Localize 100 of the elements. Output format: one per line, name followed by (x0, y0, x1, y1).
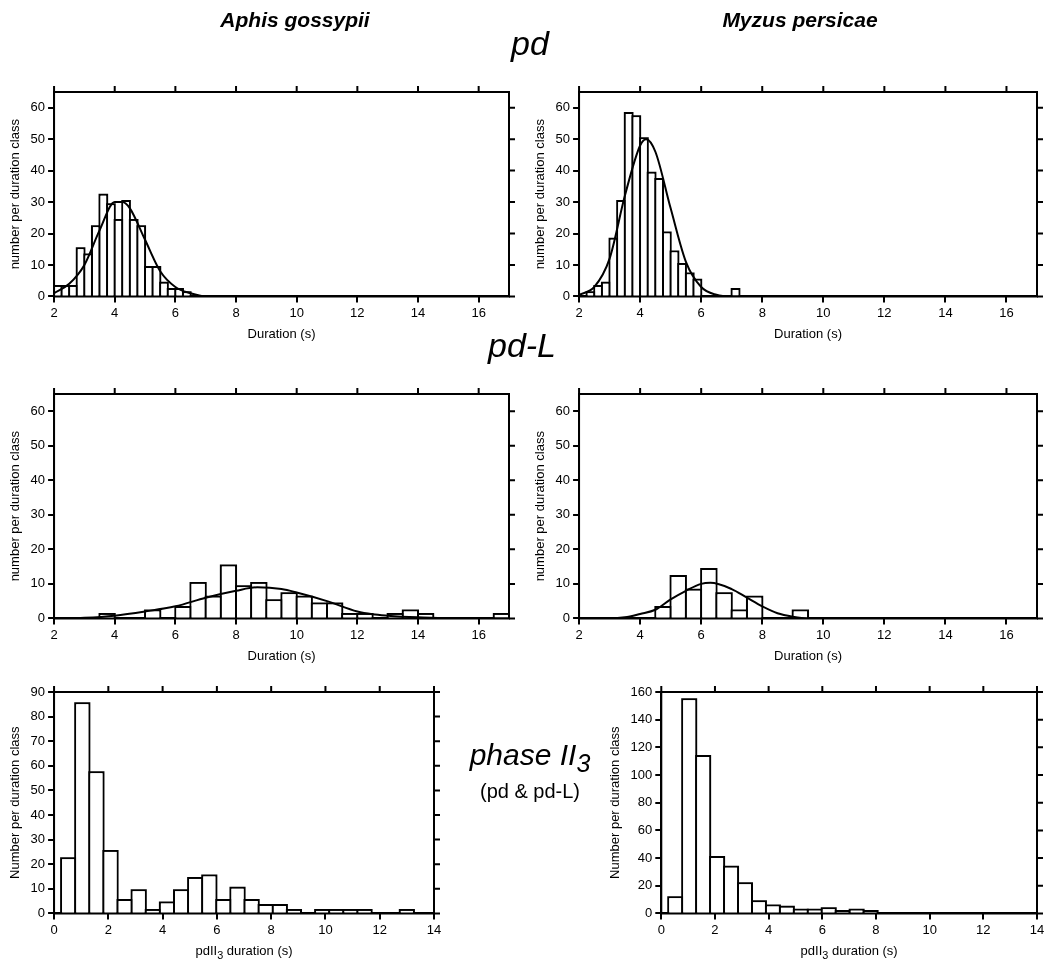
y-tick-label: 0 (562, 609, 571, 625)
x-tick-label: 8 (758, 626, 766, 642)
x-tick-label: 8 (267, 921, 275, 937)
x-tick-label: 10 (816, 626, 831, 642)
y-axis-title: Number per duration class (607, 725, 623, 879)
x-tick-label: 6 (213, 921, 221, 937)
text: phase II$_{3}$ (468, 738, 592, 778)
x-tick-label: 2 (50, 626, 58, 642)
x-tick-label: 12 (350, 304, 365, 320)
y-tick-label: 40 (555, 162, 571, 178)
x-axis-title: pdII$_{3}$ duration (s) (195, 943, 293, 961)
y-tick-label: 50 (30, 130, 46, 146)
y-axis-title: Number per duration class (7, 725, 23, 879)
y-tick-label: 80 (637, 794, 653, 810)
x-tick-label: 0 (50, 921, 58, 937)
x-tick-label: 6 (697, 626, 705, 642)
y-tick-label: 20 (555, 225, 571, 241)
y-tick-label: 80 (30, 708, 46, 724)
x-tick-label: 12 (877, 304, 892, 320)
y-tick-label: 60 (555, 99, 571, 115)
x-tick-label: 2 (711, 921, 719, 937)
x-tick-label: 12 (350, 626, 365, 642)
x-tick-label: 16 (999, 304, 1014, 320)
y-axis-title: number per duration class (7, 430, 23, 582)
y-tick-label: 70 (30, 732, 46, 748)
chart-subtitle: pd-L (487, 326, 557, 365)
y-tick-label: 50 (555, 130, 571, 146)
x-tick-label: 6 (818, 921, 826, 937)
x-tick-label: 8 (758, 304, 766, 320)
chart-title: Aphis gossypii (220, 8, 370, 31)
x-tick-label: 6 (697, 304, 705, 320)
y-tick-label: 50 (30, 781, 46, 797)
x-axis-title: Duration (s) (774, 648, 842, 663)
x-tick-label: 8 (232, 626, 240, 642)
y-tick-label: 20 (30, 855, 46, 871)
y-tick-label: 20 (30, 225, 46, 241)
y-tick-label: 30 (30, 193, 46, 209)
y-tick-label: 40 (30, 806, 46, 822)
x-tick-label: 10 (289, 304, 304, 320)
text: (pd & pd-L) (478, 780, 582, 803)
y-tick-label: 60 (30, 99, 46, 115)
y-tick-label: 40 (30, 471, 46, 487)
y-axis-title: number per duration class (532, 118, 548, 270)
y-tick-label: 50 (555, 437, 571, 453)
y-tick-label: 30 (30, 506, 46, 522)
x-tick-label: 4 (159, 921, 167, 937)
x-tick-label: 14 (410, 304, 426, 320)
x-tick-label: 10 (289, 626, 304, 642)
x-axis-title: Duration (s) (774, 326, 842, 341)
x-tick-label: 12 (976, 921, 991, 937)
y-tick-label: 60 (30, 757, 46, 773)
y-tick-label: 10 (555, 256, 571, 272)
y-tick-label: 60 (555, 402, 571, 418)
x-tick-label: 6 (171, 304, 179, 320)
x-tick-label: 12 (372, 921, 387, 937)
y-tick-label: 40 (637, 849, 653, 865)
y-tick-label: 40 (30, 162, 46, 178)
y-tick-label: 0 (562, 287, 571, 303)
y-tick-label: 140 (630, 711, 653, 727)
x-tick-label: 16 (471, 304, 486, 320)
x-tick-label: 16 (471, 626, 486, 642)
x-tick-label: 4 (765, 921, 773, 937)
y-tick-label: 100 (630, 766, 653, 782)
x-tick-label: 16 (999, 626, 1014, 642)
y-tick-label: 10 (30, 256, 46, 272)
chart-title: Myzus persicae (721, 8, 879, 32)
x-tick-label: 8 (232, 304, 240, 320)
x-tick-label: 14 (938, 304, 953, 320)
y-tick-label: 30 (30, 831, 46, 847)
y-tick-label: 10 (30, 880, 46, 896)
x-tick-label: 0 (657, 921, 665, 937)
x-tick-label: 2 (575, 304, 583, 320)
y-axis-title: number per duration class (7, 118, 23, 270)
x-tick-label: 6 (171, 626, 179, 642)
x-tick-label: 2 (104, 921, 112, 937)
x-tick-label: 12 (877, 626, 892, 642)
x-tick-label: 14 (938, 626, 953, 642)
y-tick-label: 40 (555, 471, 571, 487)
y-tick-label: 10 (30, 575, 46, 591)
x-tick-label: 10 (922, 921, 937, 937)
y-tick-label: 50 (30, 437, 46, 453)
y-tick-label: 20 (637, 877, 653, 893)
x-tick-label: 10 (318, 921, 333, 937)
y-tick-label: 30 (555, 193, 571, 209)
y-tick-label: 30 (555, 506, 571, 522)
x-axis-title: Duration (s) (247, 648, 316, 663)
x-tick-label: 2 (575, 626, 583, 642)
x-tick-label: 2 (50, 304, 58, 320)
y-tick-label: 120 (630, 738, 653, 754)
x-tick-label: 14 (1029, 921, 1045, 937)
x-tick-label: 4 (111, 626, 119, 642)
y-axis-title: number per duration class (532, 430, 548, 582)
y-tick-label: 90 (30, 683, 46, 699)
x-tick-label: 4 (636, 626, 644, 642)
y-tick-label: 60 (30, 402, 46, 418)
x-axis-title: pdII$_{3}$ duration (s) (800, 943, 898, 961)
chart-subtitle: pd (511, 24, 549, 63)
x-tick-label: 10 (816, 304, 831, 320)
y-tick-label: 20 (555, 540, 571, 556)
y-tick-label: 20 (30, 540, 46, 556)
